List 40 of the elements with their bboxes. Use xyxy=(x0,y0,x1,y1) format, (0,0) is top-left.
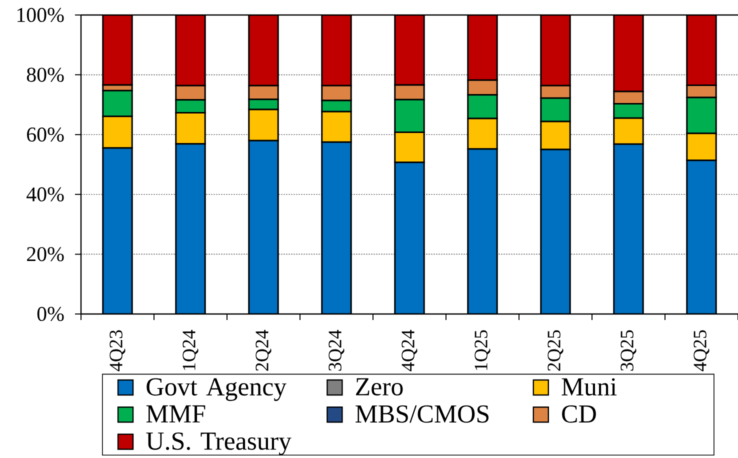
x-tick-label: 4Q24 xyxy=(402,330,418,372)
bar xyxy=(467,148,498,314)
bar xyxy=(102,14,133,86)
x-tick-label: 4Q23 xyxy=(110,330,126,372)
legend-label: MMF xyxy=(146,405,206,422)
legend-label: Govt Agency xyxy=(146,378,287,401)
y-tick-label: 80% xyxy=(26,68,64,82)
y-tick-label: 20% xyxy=(27,247,64,262)
bar xyxy=(613,14,644,92)
bar xyxy=(467,14,498,81)
x-tick-label: 4Q25 xyxy=(694,330,710,372)
x-tick-label: 2Q24 xyxy=(256,330,272,371)
bar xyxy=(540,148,571,314)
bar xyxy=(175,14,206,86)
x-tick-label: 1Q24 xyxy=(182,330,198,370)
y-tick-label: 40% xyxy=(26,187,64,202)
bar xyxy=(321,141,352,314)
bar xyxy=(394,162,425,314)
legend-label: Zero xyxy=(356,378,403,396)
bar xyxy=(613,143,644,314)
legend-label: MBS/CMOS xyxy=(356,405,489,423)
bar xyxy=(248,14,279,86)
bar xyxy=(248,140,279,314)
bar xyxy=(686,14,717,86)
legend-label: Muni xyxy=(562,378,617,396)
x-tick-label: 2Q25 xyxy=(548,330,564,371)
x-tick-label: 3Q24 xyxy=(328,330,344,371)
bar xyxy=(540,14,571,86)
y-tick-label: 0% xyxy=(37,306,64,322)
bar xyxy=(321,14,352,86)
bar xyxy=(686,160,717,314)
x-tick-label: 1Q25 xyxy=(474,330,490,370)
bar xyxy=(175,143,206,314)
y-tick-label: 60% xyxy=(27,128,64,142)
bar xyxy=(394,14,425,86)
y-tick-label: 100% xyxy=(18,8,64,22)
legend-label: CD xyxy=(562,405,596,423)
x-tick-label: 3Q25 xyxy=(620,330,636,371)
bar xyxy=(102,147,133,314)
legend-label: U.S. Treasury xyxy=(146,432,292,456)
